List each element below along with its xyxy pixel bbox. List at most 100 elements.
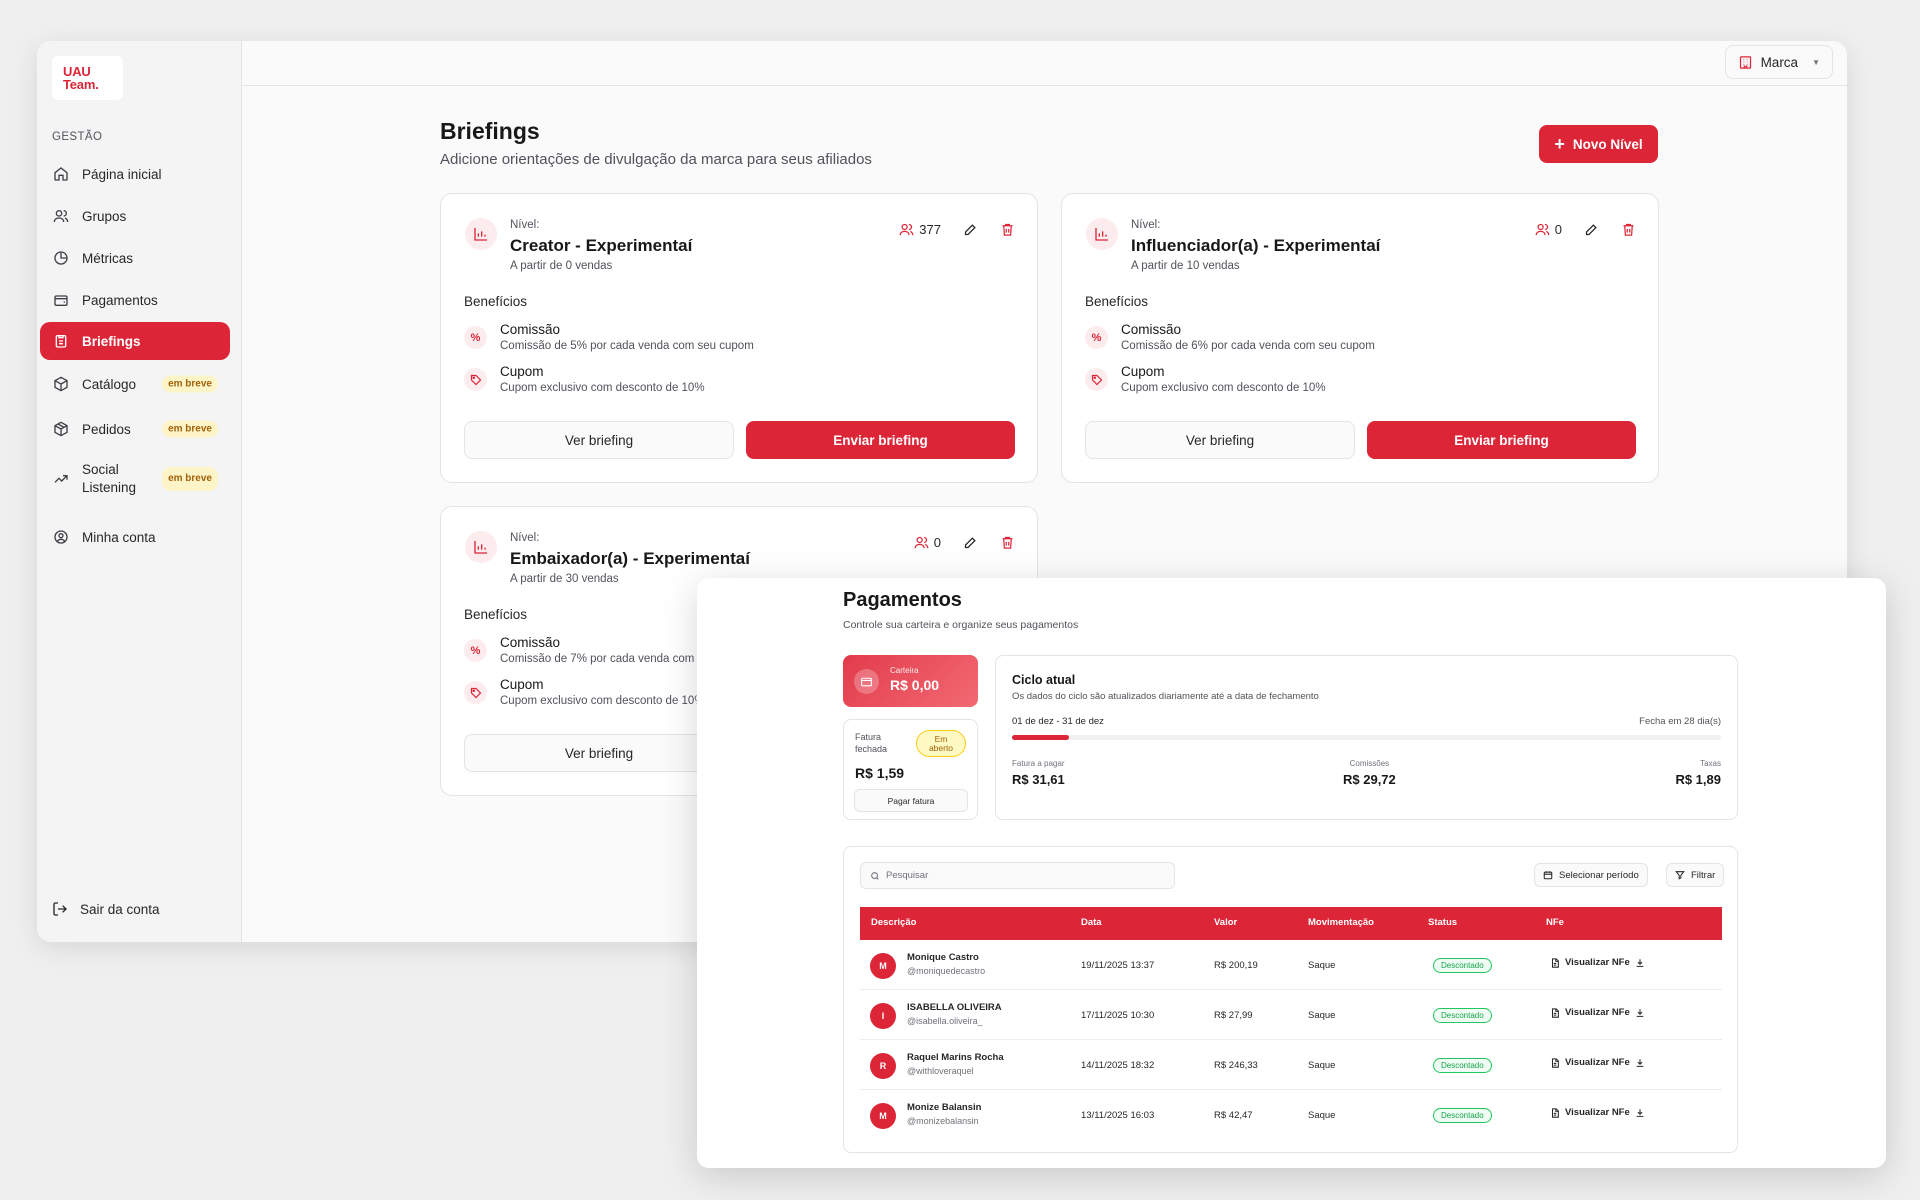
edit-pencil-icon[interactable] — [963, 535, 978, 550]
send-briefing-button[interactable]: Enviar briefing — [746, 421, 1015, 459]
sidebar-item-label-line-2: Listening — [82, 480, 137, 495]
column-header: Valor — [1214, 917, 1238, 928]
logo[interactable]: UAU Team. — [52, 56, 123, 100]
row-handle: @withloveraquel — [907, 1066, 974, 1076]
row-handle: @isabella.oliveira_ — [907, 1016, 983, 1026]
page-subtitle: Adicione orientações de divulgação da ma… — [440, 151, 872, 168]
search-icon — [870, 871, 880, 881]
users-icon — [1535, 222, 1550, 237]
fees-label: Taxas — [1700, 759, 1721, 768]
soon-badge: em breve — [162, 467, 218, 491]
benefit-title: Cupom — [1121, 364, 1165, 379]
view-nfe-link[interactable]: Visualizar NFe — [1550, 1107, 1645, 1118]
members-count[interactable]: 0 — [914, 535, 941, 550]
download-icon[interactable] — [1635, 1008, 1645, 1018]
tag-icon — [1085, 368, 1108, 391]
percent-icon: % — [1085, 326, 1108, 349]
edit-pencil-icon[interactable] — [963, 222, 978, 237]
logo-line-2: Team. — [63, 77, 99, 92]
view-nfe-label: Visualizar NFe — [1565, 1007, 1630, 1018]
level-card: Nível: Creator - Experimentaí A partir d… — [440, 193, 1038, 483]
view-nfe-link[interactable]: Visualizar NFe — [1550, 957, 1645, 968]
file-icon — [1550, 1007, 1560, 1018]
view-briefing-button[interactable]: Ver briefing — [464, 734, 734, 772]
new-level-label: Novo Nível — [1572, 136, 1643, 152]
user-circle-icon — [52, 528, 70, 546]
sidebar: UAU Team. GESTÃO Página inicial Grupos M… — [37, 41, 242, 942]
new-level-button[interactable]: + Novo Nível — [1539, 125, 1658, 163]
benefit-description: Cupom exclusivo com desconto de 10% — [500, 695, 705, 707]
sidebar-item-catalog[interactable]: Catálogo em breve — [40, 365, 230, 403]
download-icon[interactable] — [1635, 958, 1645, 968]
trash-icon[interactable] — [1000, 222, 1015, 237]
sidebar-item-social-listening[interactable]: Social Listening em breve — [40, 457, 230, 501]
view-briefing-button[interactable]: Ver briefing — [1085, 421, 1355, 459]
level-title: Embaixador(a) - Experimentaí — [510, 549, 750, 568]
members-count[interactable]: 0 — [1535, 222, 1562, 237]
to-pay-value: R$ 31,61 — [1012, 772, 1065, 787]
table-row[interactable]: M Monize Balansin @monizebalansin 13/11/… — [860, 1090, 1722, 1140]
card-actions: 0 — [1535, 222, 1636, 237]
row-movement: Saque — [1308, 1110, 1336, 1121]
pay-invoice-button[interactable]: Pagar fatura — [854, 789, 968, 812]
trash-icon[interactable] — [1000, 535, 1015, 550]
cycle-closing: Fecha em 28 dia(s) — [1639, 716, 1721, 727]
table-row[interactable]: M Monique Castro @moniquedecastro 19/11/… — [860, 940, 1722, 990]
tag-icon — [464, 368, 487, 391]
sidebar-item-metrics[interactable]: Métricas — [40, 239, 230, 277]
brand-selector[interactable]: Marca ▼ — [1724, 45, 1833, 79]
sidebar-item-home[interactable]: Página inicial — [40, 155, 230, 193]
search-input[interactable]: Pesquisar — [860, 862, 1175, 889]
sidebar-item-briefings[interactable]: Briefings — [40, 322, 230, 360]
filter-button[interactable]: Filtrar — [1666, 863, 1725, 887]
trash-icon[interactable] — [1621, 222, 1636, 237]
benefit-item: Cupom Cupom exclusivo com desconto de 10… — [464, 364, 984, 400]
benefit-description: Comissão de 7% por cada venda com seu cu… — [500, 653, 754, 665]
bar-chart-icon — [465, 218, 497, 250]
select-period-button[interactable]: Selecionar período — [1534, 863, 1648, 887]
table-row[interactable]: I ISABELLA OLIVEIRA @isabella.oliveira_ … — [860, 990, 1722, 1040]
view-briefing-button[interactable]: Ver briefing — [464, 421, 734, 459]
send-briefing-button[interactable]: Enviar briefing — [1367, 421, 1636, 459]
sidebar-item-label: Métricas — [82, 250, 134, 266]
table-row[interactable]: R Raquel Marins Rocha @withloveraquel 14… — [860, 1040, 1722, 1090]
download-icon[interactable] — [1635, 1108, 1645, 1118]
row-value: R$ 246,33 — [1214, 1060, 1258, 1071]
tag-icon — [464, 681, 487, 704]
members-count[interactable]: 377 — [899, 222, 941, 237]
view-nfe-link[interactable]: Visualizar NFe — [1550, 1057, 1645, 1068]
sidebar-item-label: Pedidos — [82, 421, 131, 437]
file-icon — [1550, 1107, 1560, 1118]
card-actions: 377 — [899, 222, 1015, 237]
package-icon — [52, 420, 70, 438]
view-nfe-link[interactable]: Visualizar NFe — [1550, 1007, 1645, 1018]
top-bar: Marca ▼ — [242, 41, 1847, 86]
row-movement: Saque — [1308, 1060, 1336, 1071]
users-icon — [899, 222, 914, 237]
download-icon[interactable] — [1635, 1058, 1645, 1068]
filter-label: Filtrar — [1691, 869, 1716, 881]
sidebar-item-account[interactable]: Minha conta — [40, 518, 230, 556]
row-value: R$ 200,19 — [1214, 960, 1258, 971]
benefit-title: Comissão — [1121, 322, 1182, 337]
avatar: M — [870, 953, 896, 979]
building-icon — [1738, 55, 1753, 70]
sidebar-item-orders[interactable]: Pedidos em breve — [40, 410, 230, 448]
sidebar-item-groups[interactable]: Grupos — [40, 197, 230, 235]
row-name: ISABELLA OLIVEIRA — [907, 1002, 1002, 1013]
benefit-title: Comissão — [500, 322, 561, 337]
status-badge: Descontado — [1433, 958, 1492, 973]
commissions-label: Comissões — [1349, 759, 1390, 768]
wallet-value: R$ 0,00 — [890, 677, 940, 693]
sidebar-item-payments[interactable]: Pagamentos — [40, 281, 230, 319]
row-name: Raquel Marins Rocha — [907, 1052, 1004, 1063]
logout-button[interactable]: Sair da conta — [52, 901, 160, 917]
cycle-title: Ciclo atual — [1012, 673, 1076, 687]
row-date: 14/11/2025 18:32 — [1081, 1060, 1155, 1071]
edit-pencil-icon[interactable] — [1584, 222, 1599, 237]
column-header: Status — [1428, 917, 1458, 928]
benefit-description: Comissão de 5% por cada venda com seu cu… — [500, 340, 754, 352]
row-date: 13/11/2025 16:03 — [1081, 1110, 1155, 1121]
invoice-status-badge: Em aberto — [916, 730, 966, 757]
benefit-item: Cupom Cupom exclusivo com desconto de 10… — [1085, 364, 1605, 400]
